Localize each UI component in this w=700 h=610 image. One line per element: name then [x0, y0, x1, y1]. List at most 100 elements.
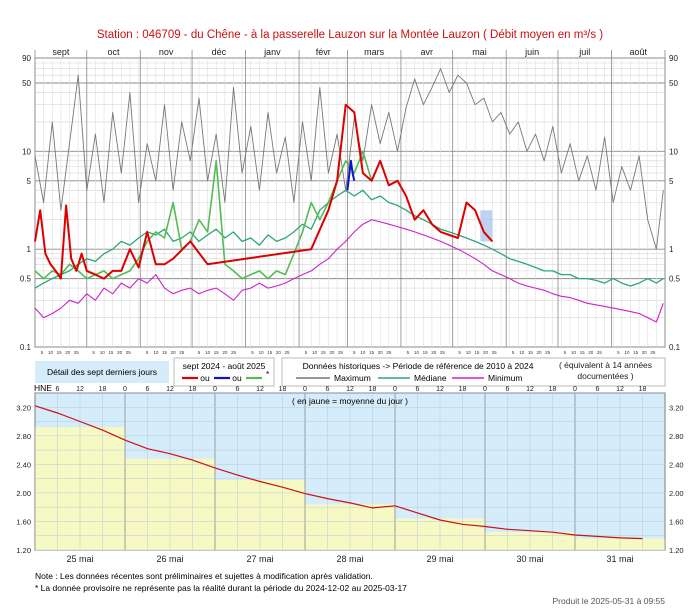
day-tick-label: 25	[74, 350, 80, 355]
month-label: oct	[108, 47, 121, 57]
hour-tick-label: 18	[639, 386, 647, 393]
y-tick-label-left: 5	[27, 177, 32, 186]
detail-series	[34, 405, 643, 540]
hour-tick-labels: 6 12 18 0 6 12 18 0 6 12 18 0 6 12 18 0 6 12 18 0 6 12 18 0 6 12 1…	[56, 386, 647, 393]
y-tick-label-right: 90	[669, 54, 678, 63]
hour-tick-label: 0	[303, 386, 307, 393]
annual-series	[34, 68, 664, 323]
hour-tick-label: 12	[436, 386, 444, 393]
day-tick-label: 15	[321, 350, 327, 355]
max-series-line	[34, 68, 664, 250]
years-note-wrap: ( équivalent à 14 années documentées )	[558, 360, 653, 381]
current-legend-ou: ou	[200, 373, 210, 383]
hour-tick-label: 18	[279, 386, 287, 393]
hour-tick-label: 18	[189, 386, 197, 393]
hour-tick-label: 6	[146, 386, 150, 393]
detail-y-tick-right: 2.00	[669, 489, 684, 498]
day-tick-label: 25	[386, 350, 392, 355]
y-tick-label-left: 0.5	[20, 275, 32, 284]
hour-tick-label: 12	[526, 386, 534, 393]
day-tick-label: 10	[519, 350, 525, 355]
current-series-line	[34, 103, 494, 280]
recent-period-highlight	[480, 210, 493, 242]
month-label: juin	[524, 47, 539, 57]
hour-tick-label: 6	[326, 386, 330, 393]
y-tick-label-right: 1	[669, 245, 674, 254]
hour-tick-label: 18	[99, 386, 107, 393]
day-label: 31 mai	[606, 554, 633, 564]
day-tick-label: 5	[407, 350, 410, 355]
day-tick-label: 15	[108, 350, 114, 355]
y-tick-label-left: 0.1	[20, 343, 32, 352]
y-tick-label-left: 90	[22, 54, 31, 63]
month-label: mars	[364, 47, 384, 57]
day-tick-label: 15	[162, 350, 168, 355]
provisional-legend-ou: ou	[232, 373, 242, 383]
max-legend-label: Maximum	[334, 373, 371, 383]
years-note: ( équivalent à 14 années documentées )	[558, 360, 653, 381]
day-tick-label: 15	[267, 350, 273, 355]
day-labels: 25 mai 26 mai 27 mai 28 mai 29 mai 30 mai 31 m…	[66, 554, 633, 564]
hour-tick-label: 6	[596, 386, 600, 393]
footer-note-1: Note : Les données récentes sont prélimi…	[35, 571, 373, 581]
month-label: janv	[263, 47, 281, 57]
day-tick-label: 10	[312, 350, 318, 355]
day-tick-label: 25	[650, 350, 656, 355]
detail-grid	[34, 392, 666, 551]
day-tick-label: 5	[512, 350, 515, 355]
day-tick-label: 5	[353, 350, 356, 355]
hour-tick-label: 12	[616, 386, 624, 393]
provisional-series-line	[346, 159, 356, 191]
detail-y-tick-left: 2.80	[16, 432, 31, 441]
detail-y-tick-right: 2.80	[669, 432, 684, 441]
day-tick-label: 15	[57, 350, 63, 355]
day-tick-label: 10	[100, 350, 106, 355]
detail-y-tick-right: 1.20	[669, 546, 684, 555]
day-tick-label: 5	[458, 350, 461, 355]
day-tick-label: 5	[92, 350, 95, 355]
month-label: mai	[472, 47, 487, 57]
day-label: 29 mai	[426, 554, 453, 564]
day-label: 25 mai	[66, 554, 93, 564]
hour-tick-label: 18	[459, 386, 467, 393]
day-tick-label: 15	[580, 350, 586, 355]
produced-timestamp: Produit le 2025-05-31 à 09:55	[553, 596, 666, 606]
day-tick-label: 5	[305, 350, 308, 355]
hourly-flow-line	[34, 405, 643, 540]
day-tick-label: 10	[571, 350, 577, 355]
hour-tick-label: 12	[166, 386, 174, 393]
day-tick-label: 25	[492, 350, 498, 355]
daily-mean-note: ( en jaune = moyenne du jour )	[292, 396, 408, 406]
hour-tick-label: 0	[483, 386, 487, 393]
detail-y-tick-right: 1.60	[669, 517, 684, 526]
day-tick-label: 25	[231, 350, 237, 355]
detail-y-tick-left: 2.00	[16, 489, 31, 498]
day-tick-label: 5	[617, 350, 620, 355]
day-tick-label: 25	[338, 350, 344, 355]
month-label: sept	[52, 47, 70, 57]
day-tick-labels: 5 10 15 20 25 5 10 15 20 25 5 10 15 20 25 5 10 15 20 25 5 10 1…	[41, 350, 656, 355]
day-tick-label: 5	[198, 350, 201, 355]
day-tick-label: 20	[588, 350, 594, 355]
detail-y-tick-left: 1.60	[16, 517, 31, 526]
day-tick-label: 25	[545, 350, 551, 355]
annual-y-axis: 90 50 10 5 1 0.5 0.1 90 50 10 5 1 0.5 0.1	[20, 54, 681, 352]
month-label: févr	[316, 47, 331, 57]
detail-y-tick-left: 1.20	[16, 546, 31, 555]
day-tick-label: 25	[597, 350, 603, 355]
hour-tick-label: 0	[573, 386, 577, 393]
day-tick-label: 20	[276, 350, 282, 355]
day-tick-label: 20	[483, 350, 489, 355]
day-label: 27 mai	[246, 554, 273, 564]
median-legend-label: Médiane	[414, 373, 447, 383]
day-tick-label: 20	[65, 350, 71, 355]
hour-tick-label: 0	[123, 386, 127, 393]
month-label: juil	[578, 47, 590, 57]
day-tick-label: 25	[126, 350, 132, 355]
day-tick-label: 15	[423, 350, 429, 355]
detail-legend-label: Détail des sept derniers jours	[47, 367, 157, 377]
day-tick-label: 5	[146, 350, 149, 355]
day-tick-label: 20	[536, 350, 542, 355]
day-tick-label: 25	[179, 350, 185, 355]
detail-y-tick-left: 2.40	[16, 460, 31, 469]
